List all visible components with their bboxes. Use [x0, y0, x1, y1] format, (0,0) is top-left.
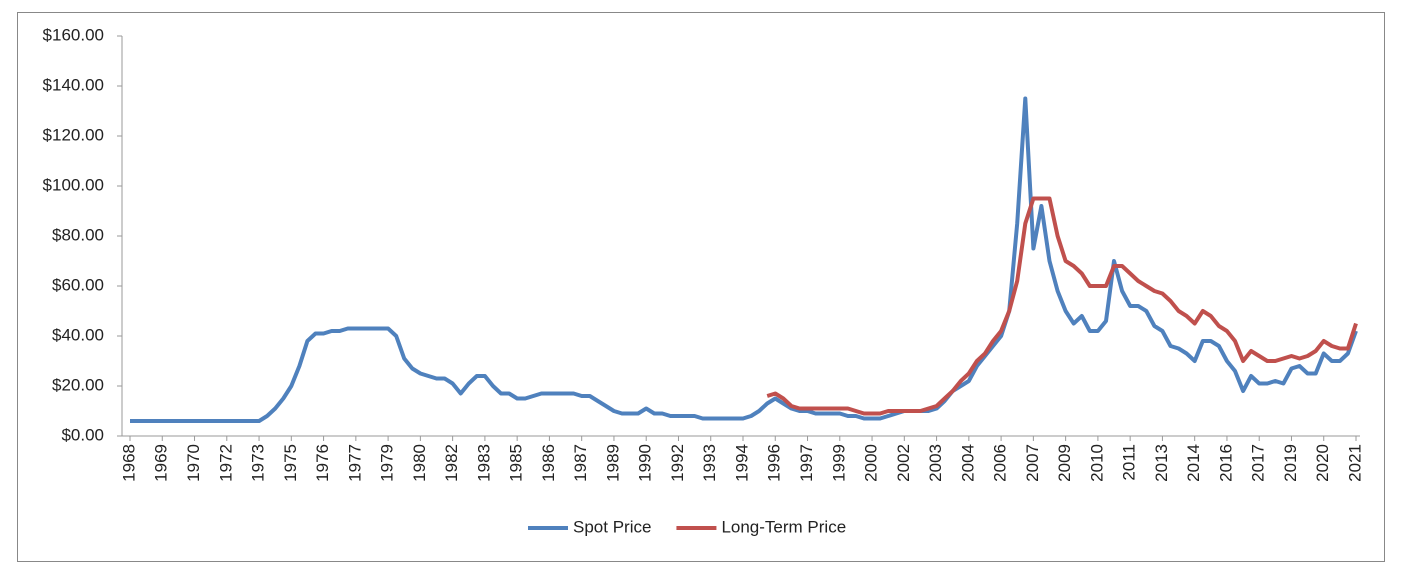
x-tick-label: 2003 — [926, 444, 945, 482]
x-tick-label: 2002 — [894, 444, 913, 482]
x-tick-label: 1976 — [313, 444, 332, 482]
x-tick-label: 1975 — [281, 444, 300, 482]
y-tick-label: $160.00 — [43, 25, 104, 44]
legend-label: Long-Term Price — [721, 517, 846, 536]
x-tick-label: 1994 — [732, 444, 751, 482]
series-line — [130, 96, 1358, 423]
x-tick-label: 1990 — [636, 444, 655, 482]
x-tick-label: 1979 — [378, 444, 397, 482]
x-tick-label: 1968 — [119, 444, 138, 482]
x-tick-label: 1986 — [539, 444, 558, 482]
y-tick-label: $40.00 — [52, 325, 104, 344]
x-tick-label: 1999 — [829, 444, 848, 482]
x-tick-label: 2004 — [958, 444, 977, 482]
y-tick-label: $0.00 — [61, 425, 104, 444]
x-tick-label: 2020 — [1313, 444, 1332, 482]
x-tick-label: 1970 — [184, 444, 203, 482]
x-tick-label: 2017 — [1249, 444, 1268, 482]
x-tick-label: 1973 — [249, 444, 268, 482]
x-tick-label: 1980 — [410, 444, 429, 482]
x-tick-label: 1969 — [152, 444, 171, 482]
x-tick-label: 2009 — [1055, 444, 1074, 482]
x-tick-label: 1983 — [474, 444, 493, 482]
y-tick-label: $80.00 — [52, 225, 104, 244]
x-tick-label: 2019 — [1281, 444, 1300, 482]
x-tick-label: 1996 — [765, 444, 784, 482]
x-tick-label: 2016 — [1216, 444, 1235, 482]
x-tick-label: 1997 — [797, 444, 816, 482]
x-tick-label: 2007 — [1023, 444, 1042, 482]
y-tick-label: $20.00 — [52, 375, 104, 394]
x-tick-label: 1982 — [442, 444, 461, 482]
x-tick-label: 1972 — [216, 444, 235, 482]
x-tick-label: 2010 — [1087, 444, 1106, 482]
legend-label: Spot Price — [573, 517, 651, 536]
x-tick-label: 2014 — [1184, 444, 1203, 482]
x-tick-label: 2021 — [1345, 444, 1364, 482]
chart-frame — [17, 12, 1385, 562]
y-tick-label: $100.00 — [43, 175, 104, 194]
x-tick-label: 1993 — [700, 444, 719, 482]
x-tick-label: 1977 — [345, 444, 364, 482]
series-line — [766, 196, 1358, 416]
x-tick-label: 1987 — [571, 444, 590, 482]
x-tick-label: 1989 — [603, 444, 622, 482]
x-tick-label: 2000 — [862, 444, 881, 482]
x-tick-label: 1992 — [668, 444, 687, 482]
x-tick-label: 2006 — [991, 444, 1010, 482]
y-tick-label: $120.00 — [43, 125, 104, 144]
x-tick-label: 1985 — [507, 444, 526, 482]
y-tick-label: $140.00 — [43, 75, 104, 94]
x-tick-label: 2013 — [1152, 444, 1171, 482]
x-tick-label: 2011 — [1120, 444, 1139, 481]
y-tick-label: $60.00 — [52, 275, 104, 294]
